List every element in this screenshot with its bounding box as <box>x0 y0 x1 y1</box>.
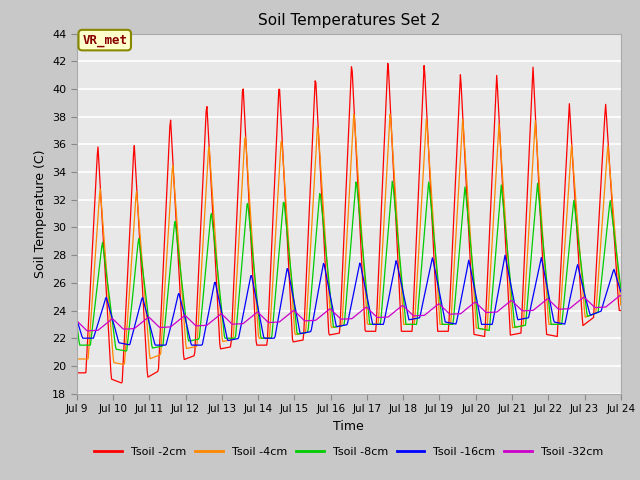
Tsoil -2cm <box>140 301 147 307</box>
Tsoil -4cm <box>195 315 202 321</box>
Tsoil -4cm <box>140 274 147 279</box>
Tsoil -2cm <box>384 60 392 66</box>
Tsoil -2cm <box>223 345 231 350</box>
Tsoil -32cm <box>617 293 625 299</box>
Text: VR_met: VR_met <box>83 34 127 47</box>
Tsoil -4cm <box>73 350 81 356</box>
Tsoil -32cm <box>195 323 202 329</box>
Tsoil -8cm <box>388 179 396 184</box>
Tsoil -8cm <box>617 285 625 291</box>
Tsoil -2cm <box>195 269 202 275</box>
Tsoil -16cm <box>139 295 147 300</box>
Tsoil -4cm <box>350 111 358 117</box>
Legend: Tsoil -2cm, Tsoil -4cm, Tsoil -8cm, Tsoil -16cm, Tsoil -32cm: Tsoil -2cm, Tsoil -4cm, Tsoil -8cm, Tsoi… <box>90 443 608 461</box>
Tsoil -8cm <box>223 336 231 341</box>
Tsoil -16cm <box>73 316 81 322</box>
Tsoil -16cm <box>83 336 90 341</box>
Tsoil -2cm <box>433 300 440 305</box>
Tsoil -32cm <box>431 303 439 309</box>
Tsoil -16cm <box>617 289 625 295</box>
Tsoil -32cm <box>223 317 231 323</box>
Line: Tsoil -8cm: Tsoil -8cm <box>77 181 621 351</box>
Tsoil -16cm <box>431 269 439 275</box>
Tsoil -4cm <box>223 338 231 344</box>
Tsoil -8cm <box>195 336 202 342</box>
Tsoil -16cm <box>152 342 159 348</box>
Line: Tsoil -2cm: Tsoil -2cm <box>77 63 621 383</box>
Tsoil -2cm <box>617 308 625 313</box>
Line: Tsoil -4cm: Tsoil -4cm <box>77 114 621 364</box>
Tsoil -4cm <box>120 361 127 367</box>
Tsoil -4cm <box>83 356 90 362</box>
Tsoil -4cm <box>417 221 424 227</box>
Tsoil -8cm <box>140 272 147 278</box>
Tsoil -2cm <box>73 370 81 376</box>
Tsoil -16cm <box>223 336 231 342</box>
Tsoil -4cm <box>433 264 440 269</box>
Tsoil -8cm <box>122 348 130 354</box>
X-axis label: Time: Time <box>333 420 364 432</box>
Tsoil -16cm <box>195 342 202 348</box>
Tsoil -16cm <box>501 252 509 258</box>
Line: Tsoil -16cm: Tsoil -16cm <box>77 255 621 345</box>
Line: Tsoil -32cm: Tsoil -32cm <box>77 296 621 331</box>
Tsoil -32cm <box>83 327 90 333</box>
Title: Soil Temperatures Set 2: Soil Temperatures Set 2 <box>258 13 440 28</box>
Tsoil -2cm <box>118 380 125 386</box>
Tsoil -2cm <box>417 147 424 153</box>
Tsoil -8cm <box>73 321 81 327</box>
Tsoil -32cm <box>616 293 624 299</box>
Tsoil -4cm <box>617 302 625 308</box>
Tsoil -8cm <box>83 342 90 348</box>
Y-axis label: Soil Temperature (C): Soil Temperature (C) <box>33 149 47 278</box>
Tsoil -2cm <box>83 355 90 361</box>
Tsoil -32cm <box>84 328 92 334</box>
Tsoil -8cm <box>433 258 440 264</box>
Tsoil -32cm <box>140 318 147 324</box>
Tsoil -32cm <box>73 318 81 324</box>
Tsoil -16cm <box>416 315 424 321</box>
Tsoil -32cm <box>416 312 424 318</box>
Tsoil -8cm <box>417 279 424 285</box>
